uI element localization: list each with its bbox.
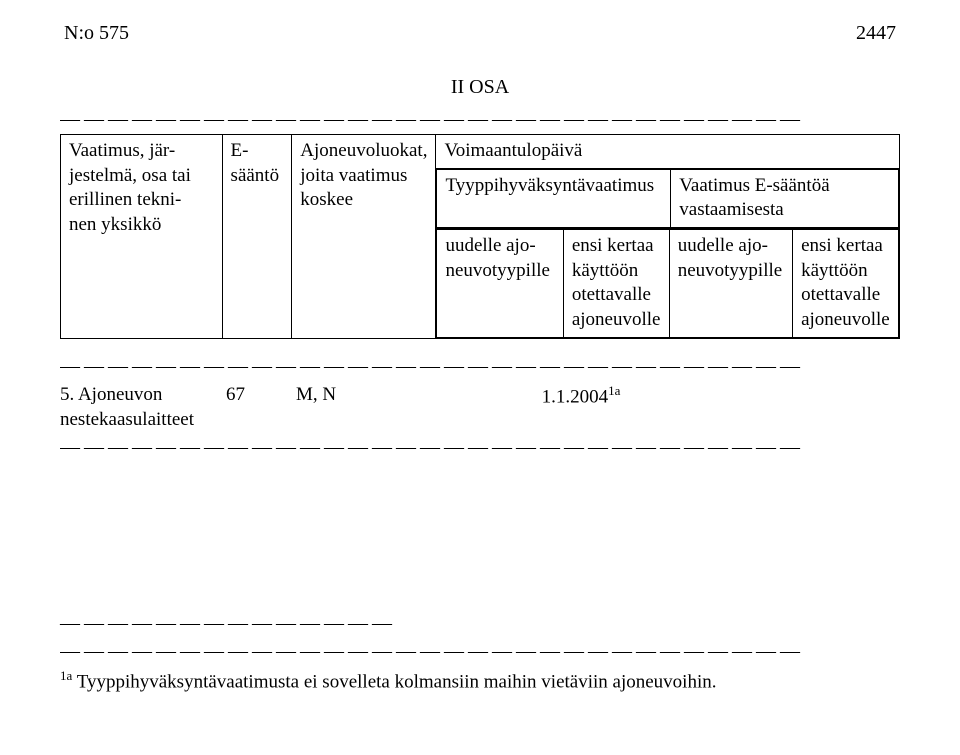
page: N:o 575 2447 II OSA — — — — — — — — — — … <box>0 0 960 755</box>
th-effective-date: Voimaantulopäivä <box>436 135 900 169</box>
cell-date-value: 1.1.2004 <box>542 386 609 407</box>
th-new-type-2: uudelle ajo- neuvotyypille <box>669 230 792 338</box>
th-subheader-2: uudelle ajo- neuvotyypille ensi kertaa k… <box>436 229 900 339</box>
th-requirement: Vaatimus, jär- jestelmä, osa tai erillin… <box>61 135 223 339</box>
requirements-table: Vaatimus, jär- jestelmä, osa tai erillin… <box>60 134 900 339</box>
cell-requirement: 5. Ajoneuvon nestekaasulaitteet <box>60 383 226 432</box>
footnote-marker: 1a <box>60 668 72 683</box>
th-vehicle-categories: Ajoneuvoluokat, joita vaatimus koskee <box>292 135 436 339</box>
footnote: 1a Tyyppihyväksyntävaatimusta ei sovelle… <box>60 668 900 695</box>
dash-row-bottom: — — — — — — — — — — — — — — — — — — — — … <box>60 638 900 664</box>
th-first-use-1: ensi kertaa käyttöön otettavalle ajoneuv… <box>563 230 669 338</box>
th-subheader: Tyyppihyväksyntävaatimus Vaatimus E-sään… <box>436 168 900 228</box>
cell-categories: M, N <box>296 383 436 408</box>
footnote-text: Tyyppihyväksyntävaatimusta ei sovelleta … <box>72 672 716 693</box>
data-row-5: 5. Ajoneuvon nestekaasulaitteet 67 M, N … <box>60 383 900 432</box>
page-header: N:o 575 2447 <box>60 20 900 46</box>
cell-date-footnote-ref: 1a <box>608 383 620 398</box>
th-e-compliance: Vaatimus E-sääntöä vastaamisesta <box>671 169 899 227</box>
doc-number: N:o 575 <box>64 20 129 46</box>
cell-date: 1.1.20041a <box>436 383 726 410</box>
footnote-rule: — — — — — — — — — — — — — — <box>60 610 900 636</box>
th-type-approval: Tyyppihyväksyntävaatimus <box>437 169 671 227</box>
cell-e-rule: 67 <box>226 383 296 408</box>
dash-row-mid-2: — — — — — — — — — — — — — — — — — — — — … <box>60 434 900 460</box>
dash-row-mid-1: — — — — — — — — — — — — — — — — — — — — … <box>60 353 900 379</box>
th-first-use-2: ensi kertaa käyttöön otettavalle ajoneuv… <box>793 230 899 338</box>
th-e-rule: E- sääntö <box>222 135 292 339</box>
table-row: Vaatimus, jär- jestelmä, osa tai erillin… <box>61 135 900 169</box>
dash-row-top: — — — — — — — — — — — — — — — — — — — — … <box>60 106 900 132</box>
section-title: II OSA <box>60 74 900 100</box>
page-number: 2447 <box>856 20 896 46</box>
th-new-type-1: uudelle ajo- neuvotyypille <box>437 230 563 338</box>
